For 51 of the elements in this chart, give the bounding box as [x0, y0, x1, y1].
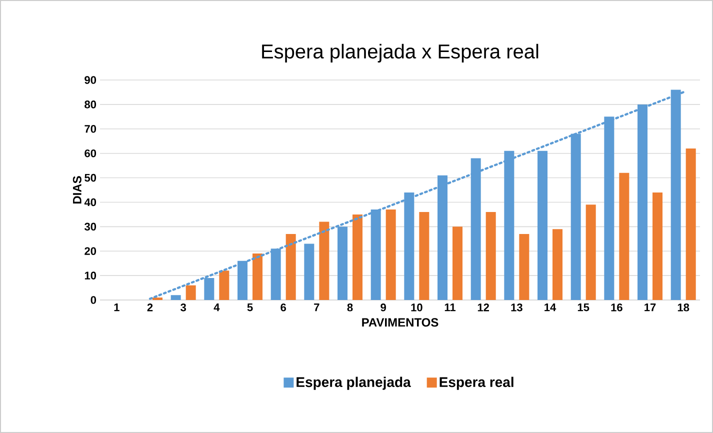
y-tick-label: 40	[84, 198, 96, 206]
x-tick-label: 18	[678, 304, 690, 312]
x-tick-label: 1	[114, 304, 120, 312]
bar	[386, 210, 396, 300]
x-tick-label: 11	[444, 304, 456, 312]
bar	[419, 212, 430, 300]
x-tick-label: 8	[347, 304, 353, 312]
x-tick-label: 10	[411, 304, 422, 312]
bar	[219, 270, 230, 300]
x-tick-label: 12	[478, 304, 490, 312]
x-tick-label: 2	[147, 304, 153, 312]
bar	[519, 234, 530, 300]
bar	[552, 229, 563, 300]
bar	[686, 148, 696, 300]
bar	[252, 254, 263, 300]
bar	[286, 234, 296, 300]
bar	[652, 192, 663, 300]
x-tick-label: 16	[611, 304, 622, 312]
x-tick-label: 14	[544, 304, 556, 312]
x-axis-title: PAVIMENTOS	[362, 318, 438, 327]
bar	[586, 204, 596, 300]
x-tick-label: 3	[180, 304, 186, 312]
x-tick-label: 13	[511, 304, 522, 312]
bar	[352, 214, 363, 300]
bar	[452, 226, 463, 300]
y-tick-label: 50	[84, 174, 96, 182]
bar	[319, 222, 330, 300]
x-tick-label: 17	[644, 304, 656, 312]
bar	[170, 295, 181, 300]
legend-label: Espera planejada	[296, 376, 411, 390]
bar	[619, 172, 630, 300]
y-tick-label: 80	[84, 100, 96, 108]
y-tick-label: 30	[84, 222, 96, 231]
x-tick-label: 5	[247, 304, 253, 312]
bar	[486, 212, 496, 300]
y-tick-label: 60	[84, 149, 96, 158]
y-tick-label: 20	[84, 247, 96, 256]
y-tick-label: 70	[84, 124, 96, 133]
x-tick-label: 15	[578, 304, 590, 312]
x-tick-label: 6	[280, 304, 286, 312]
y-tick-label: 90	[84, 76, 96, 84]
x-tick-label: 7	[314, 304, 320, 312]
legend-label: Espera real	[440, 376, 514, 390]
bar	[304, 244, 314, 300]
x-tick-label: 9	[380, 304, 386, 312]
y-tick-label: 10	[84, 272, 96, 280]
y-tick-label: 0	[90, 296, 96, 304]
x-tick-label: 4	[214, 304, 220, 312]
y-axis-title: DIAS	[72, 176, 82, 204]
chart-title: Espera planejada x Espera real	[262, 44, 538, 63]
bar	[186, 285, 196, 300]
